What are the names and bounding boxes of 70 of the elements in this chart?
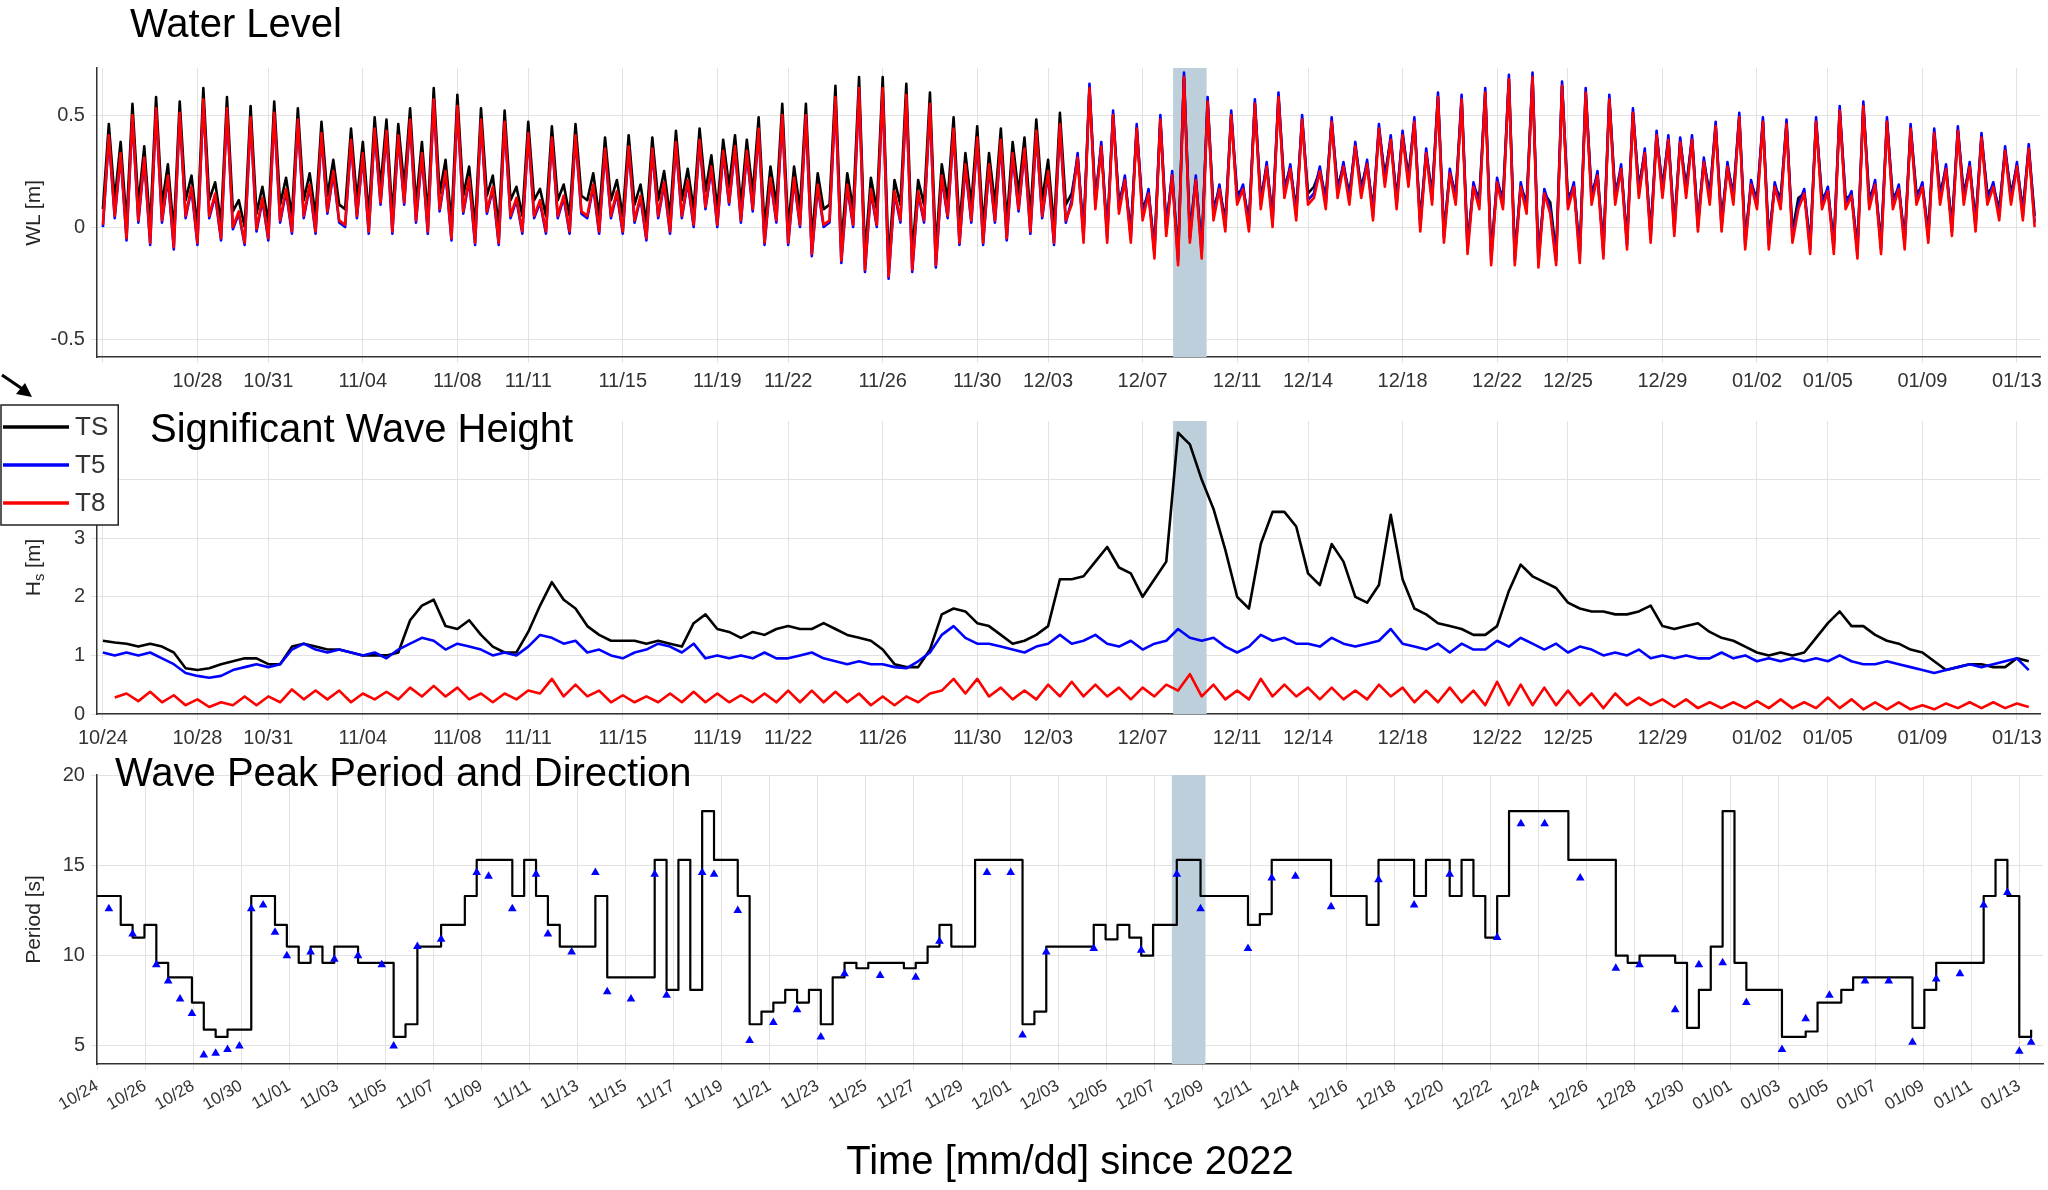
x-tick-label: 01/09 (1897, 725, 1948, 748)
x-tick-label: 11/19 (693, 368, 742, 391)
x-tick-label: 12/18 (1377, 368, 1428, 391)
x-tick-label: 11/11 (504, 368, 552, 391)
chart-title: Water Level (130, 0, 342, 46)
x-tick-label: 12/22 (1472, 368, 1523, 391)
y-tick-label: 1 (73, 642, 85, 665)
x-tick-label: 11/15 (598, 368, 648, 391)
y-tick-label: 15 (62, 852, 85, 875)
x-tick-label: 11/30 (952, 725, 1002, 748)
x-axis-title: Time [mm/dd] since 2022 (846, 1138, 1294, 1183)
x-tick-label: 01/02 (1731, 368, 1783, 391)
y-tick-label: 0 (73, 701, 85, 724)
chart-title: Significant Wave Height (150, 405, 574, 451)
x-tick-label: 01/09 (1897, 368, 1948, 391)
y-tick-label: 0 (73, 214, 85, 237)
x-tick-label: 01/05 (1802, 725, 1853, 748)
x-tick-label: 12/14 (1283, 368, 1334, 391)
x-tick-label: 11/21 (728, 1075, 775, 1113)
x-tick-label: 10/28 (172, 725, 223, 748)
x-tick-label: 11/22 (763, 725, 813, 748)
x-tick-label: 11/19 (693, 725, 742, 748)
x-tick-label: 11/08 (433, 725, 482, 748)
x-tick-label: 12/29 (1637, 368, 1688, 391)
x-tick-label: 10/31 (243, 368, 294, 391)
x-tick-label: 01/02 (1731, 725, 1783, 748)
x-tick-label: 11/11 (504, 725, 552, 748)
y-tick-label: 10 (62, 943, 85, 966)
x-tick-label: 01/13 (1991, 368, 2042, 391)
x-tick-label: 12/14 (1283, 725, 1334, 748)
x-tick-label: 11/04 (338, 725, 388, 748)
x-tick-label: 01/11 (1930, 1075, 1976, 1113)
y-tick-label: -0.5 (50, 326, 85, 349)
x-tick-label: 12/22 (1472, 725, 1523, 748)
y-tick-label: 20 (62, 762, 85, 785)
x-tick-label: 01/13 (1991, 725, 2042, 748)
x-tick-label: 10/28 (172, 368, 223, 391)
x-tick-label: 12/25 (1542, 725, 1593, 748)
x-tick-label: 11/26 (858, 368, 907, 391)
x-tick-label: 11/04 (338, 368, 388, 391)
x-tick-label: 11/30 (952, 368, 1002, 391)
x-tick-label: 12/29 (1637, 725, 1688, 748)
x-tick-label: 12/03 (1023, 368, 1074, 391)
x-tick-label: 12/11 (1212, 368, 1262, 391)
legend-label: T8 (75, 487, 106, 518)
y-axis-title: Period [s] (20, 875, 44, 964)
legend-label: TS (75, 411, 109, 442)
x-tick-label: 11/08 (433, 368, 482, 391)
chart-title: Wave Peak Period and Direction (115, 749, 692, 795)
x-tick-label: 12/07 (1117, 725, 1168, 748)
x-tick-label: 12/18 (1377, 725, 1428, 748)
x-tick-label: 10/24 (77, 725, 128, 748)
y-tick-label: 3 (73, 525, 85, 548)
y-axis-title: Hs [m] (20, 538, 48, 597)
y-tick-label: 0.5 (57, 102, 85, 125)
y-axis-title: WL [m] (20, 180, 44, 246)
x-tick-label: 11/26 (858, 725, 907, 748)
x-tick-label: 11/22 (763, 368, 813, 391)
x-tick-label: 12/03 (1023, 725, 1074, 748)
x-tick-label: 11/15 (598, 725, 648, 748)
legend-label: T5 (75, 449, 106, 480)
x-tick-label: 01/01 (1688, 1075, 1736, 1114)
y-tick-label: 2 (73, 584, 85, 607)
y-tick-label: 5 (73, 1033, 85, 1056)
x-tick-label: 12/25 (1542, 368, 1593, 391)
x-tick-label: 01/05 (1802, 368, 1853, 391)
x-tick-label: 12/07 (1117, 368, 1168, 391)
x-tick-label: 11/11 (489, 1075, 534, 1113)
x-tick-label: 10/31 (243, 725, 294, 748)
x-tick-label: 12/11 (1212, 725, 1262, 748)
